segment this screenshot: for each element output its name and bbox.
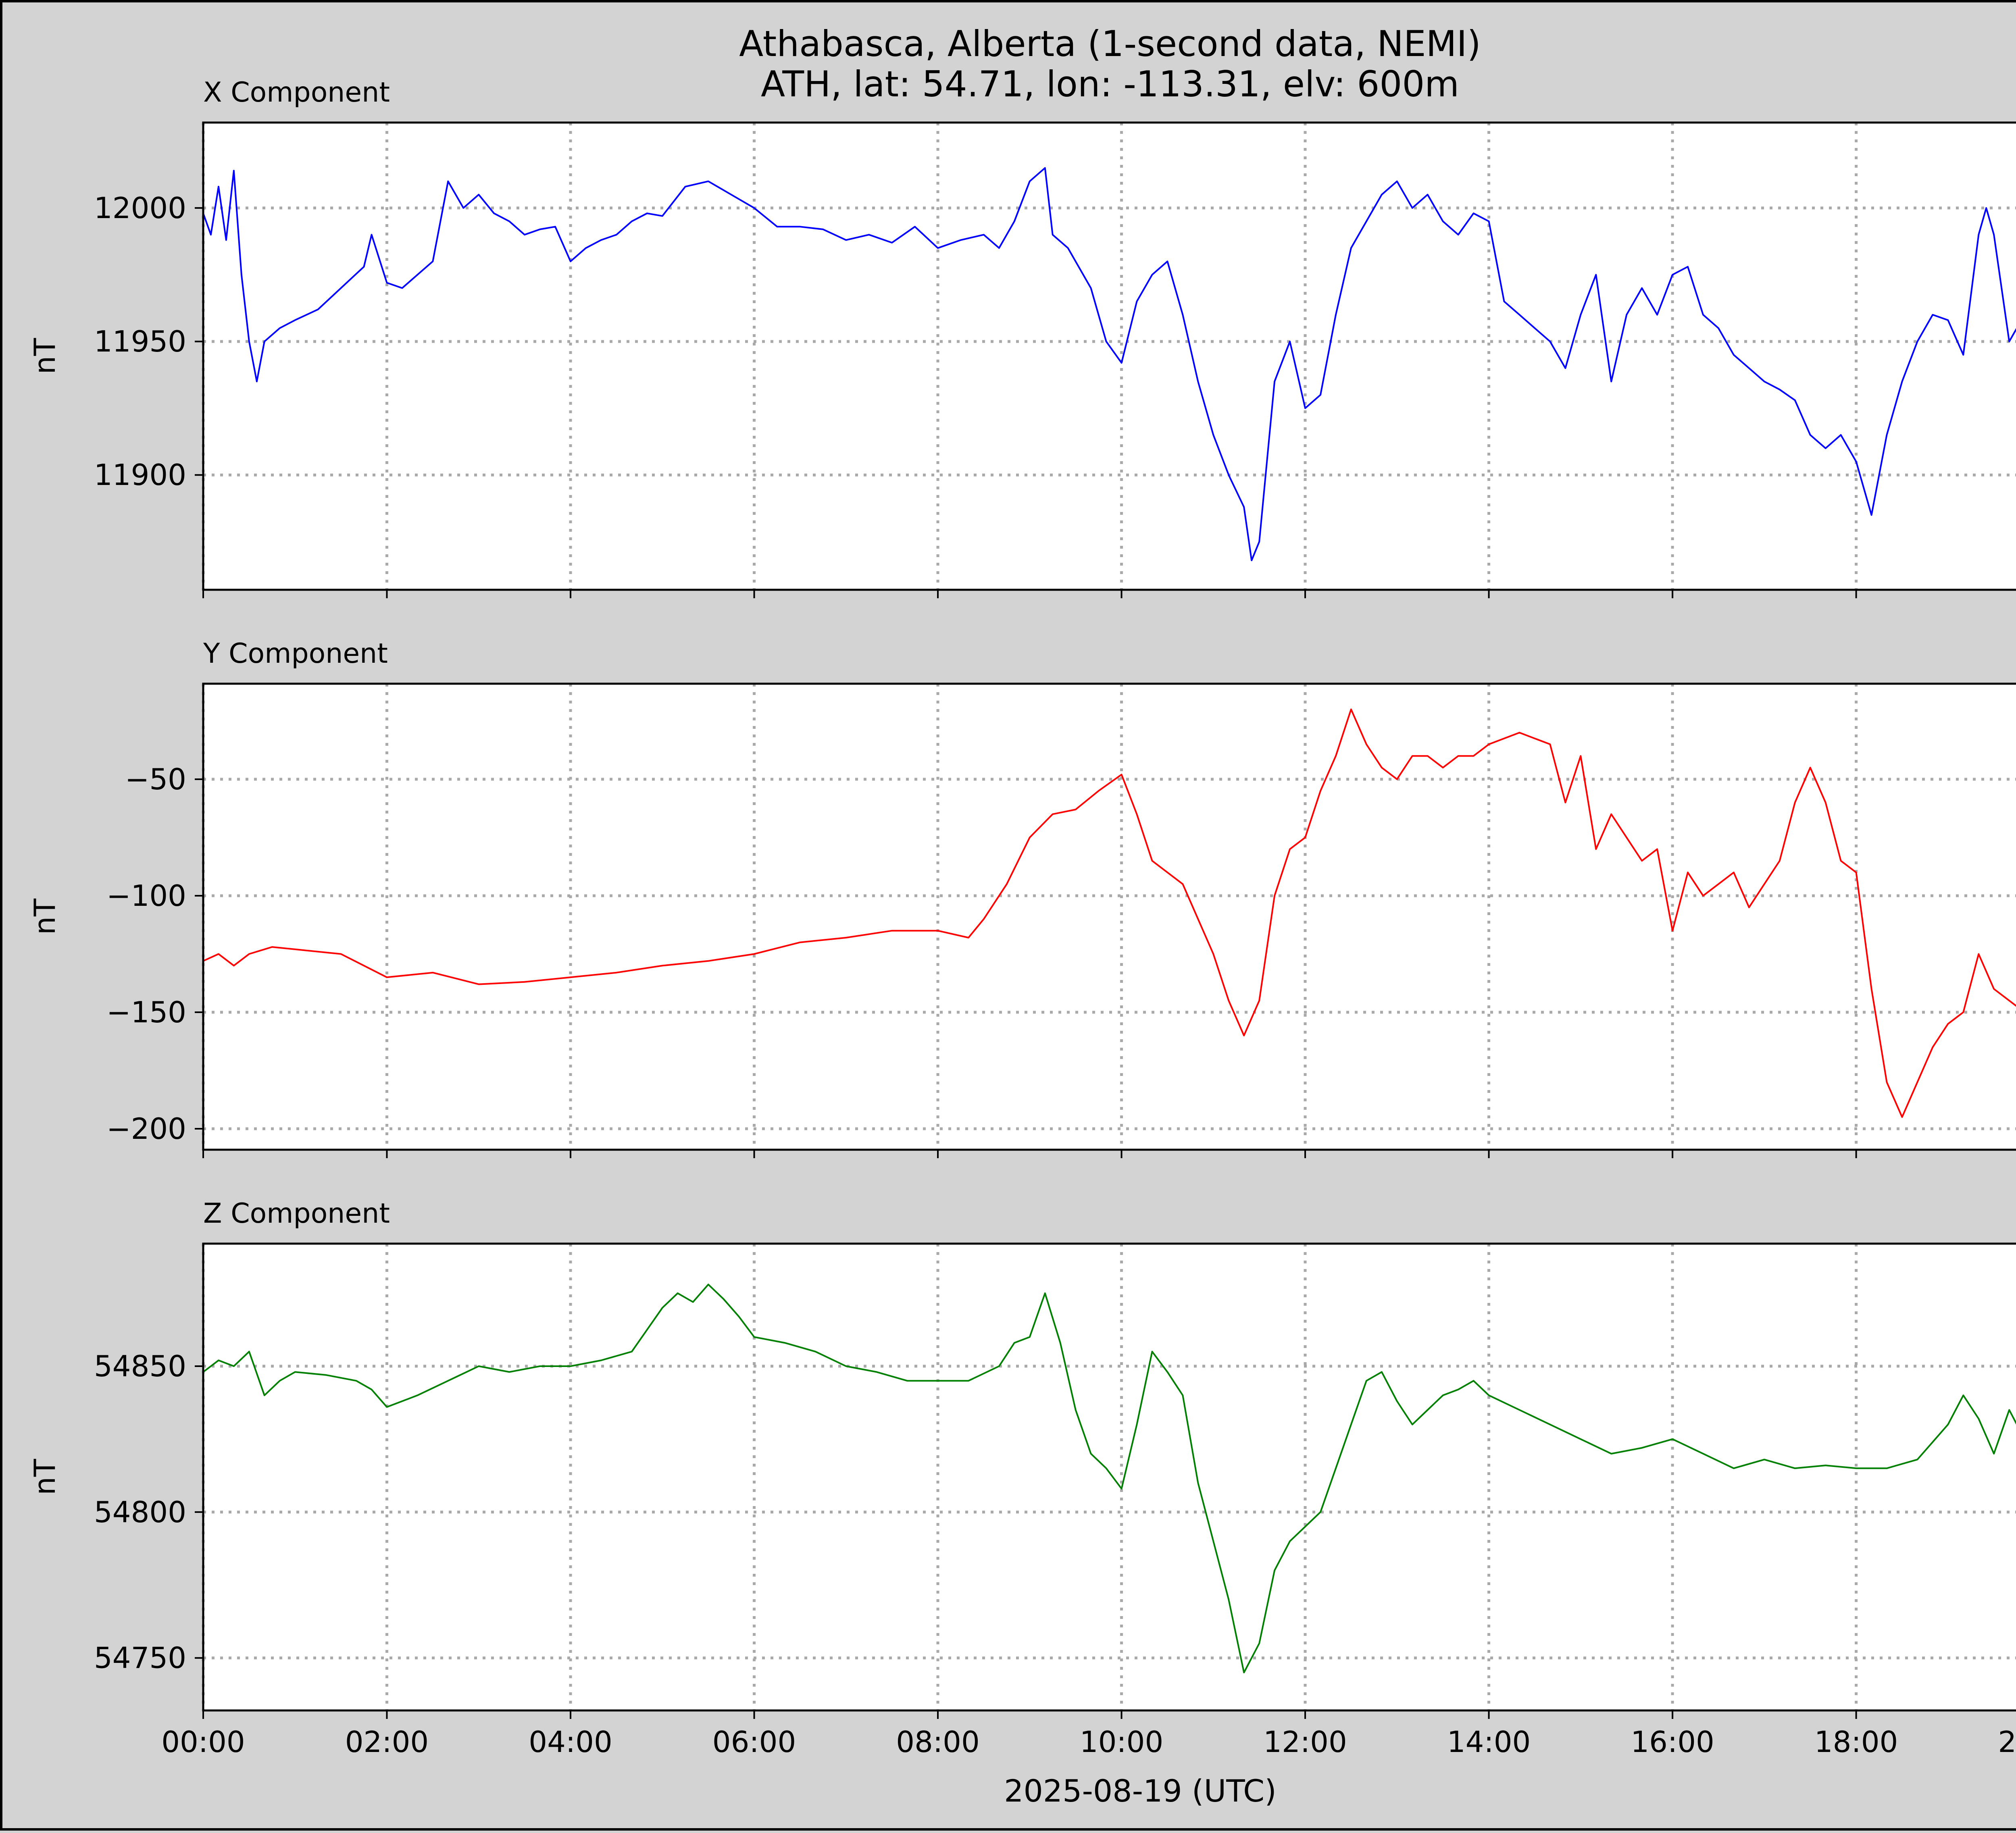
panel-3-y-tick-label: 54800 <box>94 1495 186 1529</box>
panel-2-group: −200 −150 −100 −50 Y Component nT <box>28 638 2016 1158</box>
chart-title-line1: Athabasca, Alberta (1-second data, NEMI) <box>739 23 1481 64</box>
panel-1-y-tick-label: 11950 <box>94 325 186 358</box>
panel-1-frame <box>202 121 2016 591</box>
panel-2-y-tick-label: −100 <box>106 879 186 913</box>
panels-group: 11900 11950 12000 X Component nT −200 −150 −100… <box>28 77 2016 1759</box>
panel-2-title: Y Component <box>203 638 388 670</box>
panel-2-y-tick-label: −200 <box>106 1112 186 1146</box>
panel-1-group: 11900 11950 12000 X Component nT <box>28 77 2016 598</box>
panel-3-x-tick-label: 20:00 <box>1998 1725 2016 1759</box>
panel-1-title: X Component <box>203 77 390 108</box>
panel-3-y-axis-label: nT <box>28 1458 62 1495</box>
panel-3-y-tick-label: 54750 <box>94 1641 186 1675</box>
panel-2-plot-area <box>203 684 2016 1150</box>
panel-3-x-tick-label: 00:00 <box>161 1725 245 1759</box>
x-axis-label: 2025-08-19 (UTC) <box>1004 1773 1277 1809</box>
panel-1-series-line-1 <box>202 167 2016 562</box>
panel-2-y-axis-label: nT <box>28 898 62 935</box>
panel-1-y-tick-label: 12000 <box>94 191 186 225</box>
panel-3-y-tick-label: 54850 <box>94 1349 186 1383</box>
panel-3-plot-area <box>203 1244 2016 1710</box>
panel-3-x-tick-label: 14:00 <box>1447 1725 1531 1759</box>
panel-2-frame <box>202 682 2016 1151</box>
panel-3-x-tick-label: 04:00 <box>529 1725 612 1759</box>
panel-3-x-tick-label: 10:00 <box>1080 1725 1164 1759</box>
panel-3-x-tick-label: 06:00 <box>712 1725 796 1759</box>
panel-3-x-tick-label: 16:00 <box>1631 1725 1714 1759</box>
panel-3-x-tick-label: 02:00 <box>345 1725 429 1759</box>
panel-1-y-axis-label: nT <box>28 338 62 375</box>
panel-2-series-line-1 <box>203 708 2016 1118</box>
panel-3-group: 54750 54800 54850 Z Component nT 00:00 02:00 04… <box>28 1198 2016 1759</box>
panel-3-series-line-1 <box>202 1284 2016 1673</box>
panel-1-y-tick-label: 11900 <box>94 458 186 492</box>
panel-3-x-tick-label: 12:00 <box>1263 1725 1347 1759</box>
panel-3-x-tick-label: 08:00 <box>896 1725 980 1759</box>
chart-title-line2: ATH, lat: 54.71, lon: -113.31, elv: 600m <box>761 63 1459 105</box>
panel-1-plot-area <box>203 123 2016 590</box>
panel-3-frame <box>202 1242 2016 1712</box>
panel-2-y-tick-label: −50 <box>125 762 186 796</box>
panel-2-y-tick-label: −150 <box>106 995 186 1029</box>
panel-3-x-tick-label: 18:00 <box>1814 1725 1898 1759</box>
panel-3-title: Z Component <box>203 1198 390 1230</box>
